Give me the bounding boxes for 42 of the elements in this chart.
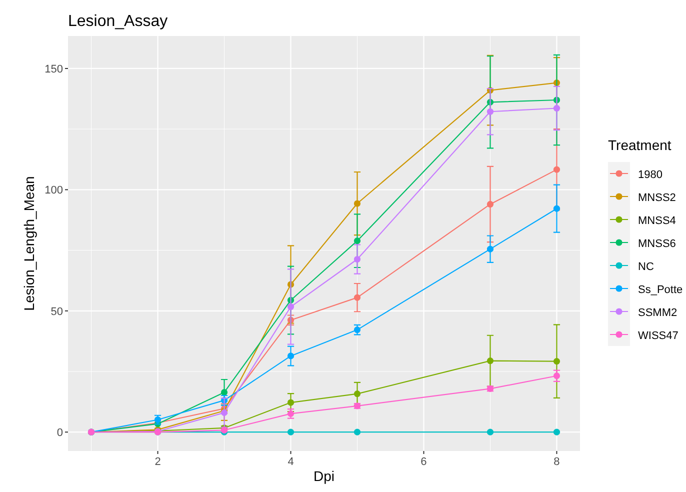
point <box>486 428 494 436</box>
y-tick-label: 100 <box>44 184 63 197</box>
point <box>553 372 560 380</box>
point <box>354 390 361 398</box>
legend-label: SSMM2 <box>638 307 678 319</box>
chart-title: Lesion_Assay <box>68 13 168 30</box>
point <box>486 358 494 364</box>
point <box>354 428 361 436</box>
point <box>553 166 560 173</box>
legend-label: NC <box>638 261 654 273</box>
point <box>553 104 560 112</box>
point <box>287 303 294 310</box>
x-axis-title: Dpi <box>313 468 335 484</box>
point <box>287 428 294 436</box>
legend-label: MNSS2 <box>638 192 676 204</box>
point <box>486 246 494 252</box>
y-tick-label: 150 <box>44 63 63 76</box>
legend-label: MNSS4 <box>638 215 676 227</box>
legend-label: Ss_Potte <box>638 284 683 296</box>
y-tick-label: 50 <box>50 306 63 318</box>
point <box>553 428 560 436</box>
x-tick-label: 6 <box>420 456 427 468</box>
point <box>354 238 361 244</box>
legend-title: Treatment <box>608 137 672 153</box>
point <box>287 399 294 406</box>
point <box>354 294 361 301</box>
y-axis-title: Lesion_Length_Mean <box>21 176 37 311</box>
point <box>553 205 560 212</box>
legend-label: MNSS6 <box>638 238 676 250</box>
y-tick-label: 0 <box>56 427 63 440</box>
x-tick-label: 8 <box>554 456 560 468</box>
point <box>354 200 361 207</box>
x-tick-label: 4 <box>288 456 294 468</box>
x-tick-label: 2 <box>154 456 161 468</box>
point <box>486 108 494 115</box>
point <box>220 389 228 396</box>
point <box>553 358 560 365</box>
point <box>354 256 361 263</box>
legend-label: 1980 <box>638 169 662 181</box>
point <box>486 200 494 208</box>
legend-label: WISS47 <box>638 330 678 342</box>
point <box>287 352 294 360</box>
